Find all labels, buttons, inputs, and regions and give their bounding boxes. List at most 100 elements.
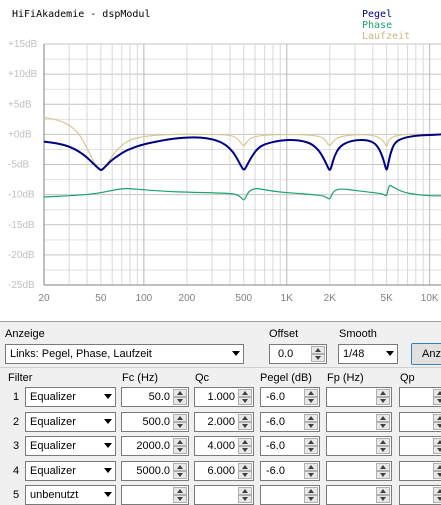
qp-stepper[interactable] (399, 461, 441, 481)
spin-down-icon[interactable] (238, 495, 252, 503)
spin-up-icon[interactable] (238, 389, 252, 397)
qp-stepper[interactable] (399, 485, 441, 505)
smooth-label: Smooth (339, 328, 377, 340)
plot-background (0, 0, 441, 322)
spin-up-icon[interactable] (238, 414, 252, 422)
pegel-stepper[interactable]: -6.0 (260, 412, 320, 432)
y-tick-label: -20dB (8, 250, 35, 261)
apply-button[interactable]: Anz (411, 343, 441, 365)
spin-down-icon[interactable] (173, 495, 187, 503)
spin-up-icon[interactable] (376, 487, 390, 495)
spin-down-icon[interactable] (376, 422, 390, 430)
fc-stepper[interactable] (121, 485, 189, 505)
anzeige-select[interactable]: Links: Pegel, Phase, Laufzeit (5, 344, 244, 364)
spin-down-icon[interactable] (173, 446, 187, 454)
spin-down-icon[interactable] (376, 495, 390, 503)
y-tick-label: -5dB (8, 160, 29, 171)
spin-down-icon[interactable] (433, 397, 441, 405)
fp-stepper[interactable] (326, 412, 392, 432)
spin-down-icon[interactable] (433, 495, 441, 503)
qp-stepper[interactable] (399, 412, 441, 432)
filter-type-select[interactable]: Equalizer (25, 387, 116, 407)
qc-stepper[interactable]: 1.000 (194, 387, 254, 407)
spin-up-icon[interactable] (238, 487, 252, 495)
qc-stepper[interactable]: 6.000 (194, 461, 254, 481)
spin-up-icon[interactable] (433, 438, 441, 446)
spin-down-icon[interactable] (238, 446, 252, 454)
spin-up-icon[interactable] (433, 487, 441, 495)
fp-stepper[interactable] (326, 436, 392, 456)
qp-stepper[interactable] (399, 387, 441, 407)
spin-up-icon[interactable] (238, 463, 252, 471)
spin-down-icon[interactable] (433, 471, 441, 479)
y-tick-label: +0dB (8, 129, 32, 140)
fp-stepper[interactable] (326, 387, 392, 407)
filter-type-select[interactable]: Equalizer (25, 436, 116, 456)
spin-up-icon[interactable] (173, 487, 187, 495)
offset-stepper[interactable]: 0.0 (269, 344, 327, 364)
qc-stepper[interactable] (194, 485, 254, 505)
spin-down-icon[interactable] (433, 422, 441, 430)
pegel-header: Pegel (dB) (260, 372, 312, 384)
spin-up-icon[interactable] (433, 414, 441, 422)
spin-up-icon[interactable] (376, 389, 390, 397)
spin-down-icon[interactable] (304, 446, 318, 454)
qc-stepper[interactable]: 2.000 (194, 412, 254, 432)
spin-down-icon[interactable] (173, 397, 187, 405)
spin-down-icon[interactable] (376, 446, 390, 454)
spin-up-icon[interactable] (173, 414, 187, 422)
filter-type-select[interactable]: Equalizer (25, 461, 116, 481)
spin-up-icon[interactable] (304, 438, 318, 446)
pegel-stepper[interactable]: -6.0 (260, 461, 320, 481)
y-tick-label: -15dB (8, 220, 35, 231)
fc-value: 2000.0 (136, 440, 170, 452)
spin-up-icon[interactable] (304, 487, 318, 495)
spin-down-icon[interactable] (304, 422, 318, 430)
spin-down-icon[interactable] (376, 397, 390, 405)
spin-down-icon[interactable] (376, 471, 390, 479)
spin-up-icon[interactable] (376, 414, 390, 422)
spin-up-icon[interactable] (304, 389, 318, 397)
qp-stepper[interactable] (399, 436, 441, 456)
spin-down-icon[interactable] (173, 422, 187, 430)
filter-type-select[interactable]: unbenutzt (25, 485, 116, 505)
spin-up-icon[interactable] (433, 389, 441, 397)
x-tick-labels: 20 50 100 200 500 1K 2K 5K 10K (38, 293, 438, 304)
spin-down-icon[interactable] (304, 397, 318, 405)
fp-header: Fp (Hz) (327, 372, 364, 384)
pegel-stepper[interactable]: -6.0 (260, 387, 320, 407)
fc-stepper[interactable]: 2000.0 (121, 436, 189, 456)
spin-up-icon[interactable] (173, 463, 187, 471)
spin-down-icon[interactable] (304, 471, 318, 479)
spin-up-icon[interactable] (238, 438, 252, 446)
spin-up-icon[interactable] (376, 463, 390, 471)
spin-down-icon[interactable] (311, 354, 325, 362)
pegel-stepper[interactable] (260, 485, 320, 505)
spin-up-icon[interactable] (376, 438, 390, 446)
spin-up-icon[interactable] (433, 463, 441, 471)
legend-phase: Phase (362, 20, 392, 31)
spin-up-icon[interactable] (311, 346, 325, 354)
spin-up-icon[interactable] (173, 389, 187, 397)
spin-down-icon[interactable] (238, 397, 252, 405)
smooth-select[interactable]: 1/48 (338, 344, 398, 364)
y-tick-label: -10dB (8, 190, 35, 201)
spin-up-icon[interactable] (304, 414, 318, 422)
spin-down-icon[interactable] (238, 422, 252, 430)
spin-down-icon[interactable] (173, 471, 187, 479)
fc-stepper[interactable]: 5000.0 (121, 461, 189, 481)
pegel-stepper[interactable]: -6.0 (260, 436, 320, 456)
spin-down-icon[interactable] (433, 446, 441, 454)
fc-stepper[interactable]: 50.0 (121, 387, 189, 407)
spin-up-icon[interactable] (304, 463, 318, 471)
fc-stepper[interactable]: 500.0 (121, 412, 189, 432)
spin-down-icon[interactable] (238, 471, 252, 479)
fp-stepper[interactable] (326, 485, 392, 505)
filter-type-select[interactable]: Equalizer (25, 412, 116, 432)
pegel-value: -6.0 (266, 440, 285, 452)
spin-down-icon[interactable] (304, 495, 318, 503)
pegel-value: -6.0 (266, 391, 285, 403)
qc-stepper[interactable]: 4.000 (194, 436, 254, 456)
spin-up-icon[interactable] (173, 438, 187, 446)
fp-stepper[interactable] (326, 461, 392, 481)
